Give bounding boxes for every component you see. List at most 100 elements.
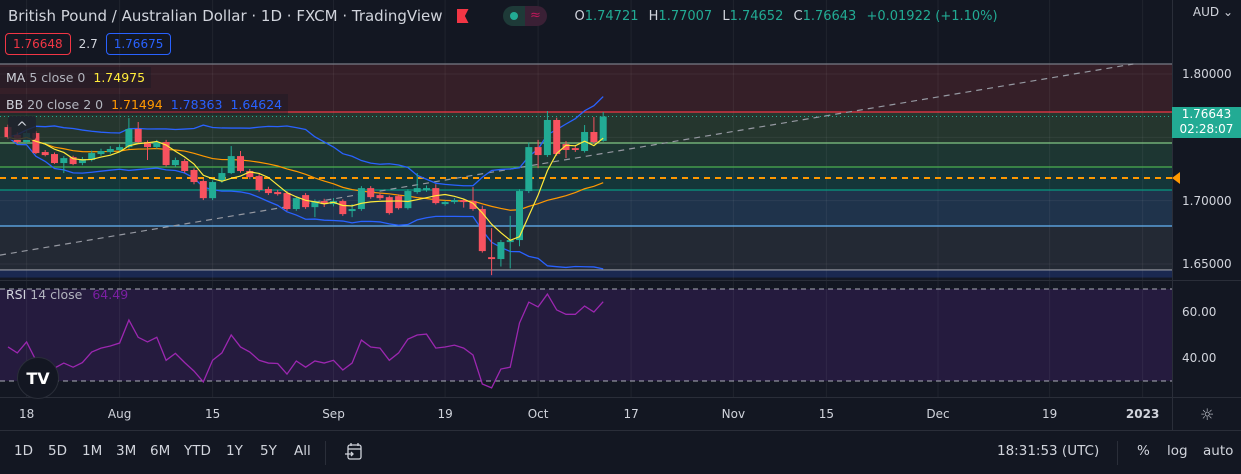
tradingview-logo[interactable]: TV	[17, 357, 59, 399]
wave-icon: ≈	[524, 6, 547, 26]
candle-body	[488, 257, 496, 260]
candle	[190, 168, 198, 185]
settings-gear-icon[interactable]: ☼	[1200, 405, 1215, 424]
market-open-dot-icon	[509, 12, 518, 20]
chart-canvas[interactable]	[0, 0, 1241, 430]
log-scale-toggle[interactable]: log	[1167, 443, 1188, 459]
candle-body	[553, 119, 561, 155]
close-label: C	[793, 8, 803, 24]
ma-value: 1.74975	[93, 70, 146, 85]
candle	[227, 146, 235, 175]
collapse-legend-button[interactable]: ^	[8, 116, 36, 140]
bb-legend[interactable]: BB 20 close 2 0 1.71494 1.78363 1.64624	[0, 94, 289, 115]
time-axis-label: Oct	[527, 407, 549, 421]
candle	[450, 198, 458, 204]
candle	[404, 189, 412, 210]
time-axis-label: 2023	[1125, 407, 1160, 421]
low-label: L	[722, 8, 730, 24]
candle-body	[162, 142, 170, 166]
range-button-all[interactable]: All	[294, 443, 311, 459]
range-button-3m[interactable]: 3M	[116, 443, 137, 459]
candle	[395, 194, 403, 210]
candle-body	[69, 157, 77, 165]
candle-body	[590, 132, 598, 143]
candle	[543, 110, 551, 157]
trend-line	[0, 63, 1134, 256]
open-value: 1.74721	[584, 8, 639, 24]
candle	[264, 186, 272, 195]
divider	[325, 441, 326, 465]
candle-body	[78, 158, 86, 164]
auto-scale-toggle[interactable]: auto	[1203, 443, 1234, 459]
range-button-ytd[interactable]: YTD	[184, 443, 211, 459]
rsi-pane	[0, 288, 1172, 389]
candle	[320, 198, 328, 208]
range-button-5y[interactable]: 5Y	[260, 443, 277, 459]
percent-scale-toggle[interactable]: %	[1137, 443, 1150, 459]
candle-body	[144, 142, 151, 148]
ohlc-readout: O1.74721 H1.77007 L1.74652 C1.76643 +0.0…	[575, 9, 1004, 24]
price-zone	[0, 190, 1172, 227]
candle-body	[395, 196, 403, 209]
price-zone	[0, 269, 1172, 278]
ma-legend[interactable]: MA 5 close 0 1.74975	[0, 67, 152, 88]
alert-marker-icon[interactable]	[1172, 172, 1180, 184]
candle-body	[246, 171, 254, 178]
candle	[60, 156, 68, 174]
market-status-pill[interactable]: ≈	[502, 6, 547, 26]
candle	[237, 151, 244, 173]
quote-boxes: 1.76648 2.7 1.76675	[5, 33, 172, 55]
candle-body	[199, 181, 207, 199]
range-button-5d[interactable]: 5D	[48, 443, 67, 459]
candle-body	[404, 191, 412, 209]
bb-upper-value: 1.78363	[170, 97, 223, 112]
price-zone	[0, 143, 1172, 167]
candle	[218, 167, 226, 183]
candle	[144, 140, 151, 161]
buy-button[interactable]: 1.76675	[105, 33, 172, 55]
candle	[590, 117, 598, 144]
bottom-toolbar: 1D 5D 1M 3M 6M YTD 1Y 5Y All 18:31:53 (UTC) % lo…	[0, 430, 1241, 474]
time-axis-label: 19	[1041, 407, 1058, 421]
clock-timezone[interactable]: 18:31:53 (UTC)	[997, 443, 1100, 459]
candle-body	[516, 191, 523, 241]
candle	[339, 199, 347, 216]
divider	[1117, 441, 1118, 465]
candle	[525, 142, 533, 194]
calendar-goto-icon[interactable]	[345, 442, 363, 462]
candle-body	[51, 154, 58, 164]
time-axis-label: Dec	[926, 407, 950, 421]
time-axis-label: 19	[437, 407, 453, 421]
candle	[441, 200, 449, 206]
range-button-1m[interactable]: 1M	[82, 443, 103, 459]
bar-countdown: 02:28:07	[1179, 122, 1234, 136]
candle-body	[190, 170, 198, 183]
time-axis-label: 18	[18, 407, 35, 421]
candle-body	[237, 156, 244, 172]
candle-body	[209, 182, 217, 199]
currency-selector[interactable]: AUD ⌄	[1193, 5, 1233, 19]
candle	[69, 155, 77, 166]
candle-body	[497, 242, 505, 260]
candle-body	[153, 142, 161, 148]
time-axis-label: Nov	[721, 407, 746, 421]
range-button-1d[interactable]: 1D	[14, 443, 33, 459]
bb-lower-value: 1.64624	[230, 97, 283, 112]
price-label: 1.65000	[1182, 257, 1232, 271]
candle	[385, 195, 393, 215]
flag-icon[interactable]	[456, 9, 469, 23]
sell-button[interactable]: 1.76648	[5, 33, 71, 55]
price-zone	[0, 63, 1172, 113]
bb-upper-line	[7, 96, 604, 187]
range-button-1y[interactable]: 1Y	[226, 443, 243, 459]
range-button-6m[interactable]: 6M	[150, 443, 171, 459]
candle-body	[599, 116, 607, 141]
symbol-title[interactable]: British Pound / Australian Dollar · 1D ·…	[8, 7, 443, 25]
time-axis-label: 17	[623, 407, 639, 421]
bb-params: 20 close 2 0	[27, 97, 104, 112]
candle	[116, 144, 124, 152]
rsi-legend[interactable]: RSI 14 close 64.49	[6, 287, 128, 302]
ma-params: 5 close 0	[29, 70, 86, 85]
currency-label: AUD	[1192, 5, 1220, 19]
trendline	[0, 63, 1134, 256]
